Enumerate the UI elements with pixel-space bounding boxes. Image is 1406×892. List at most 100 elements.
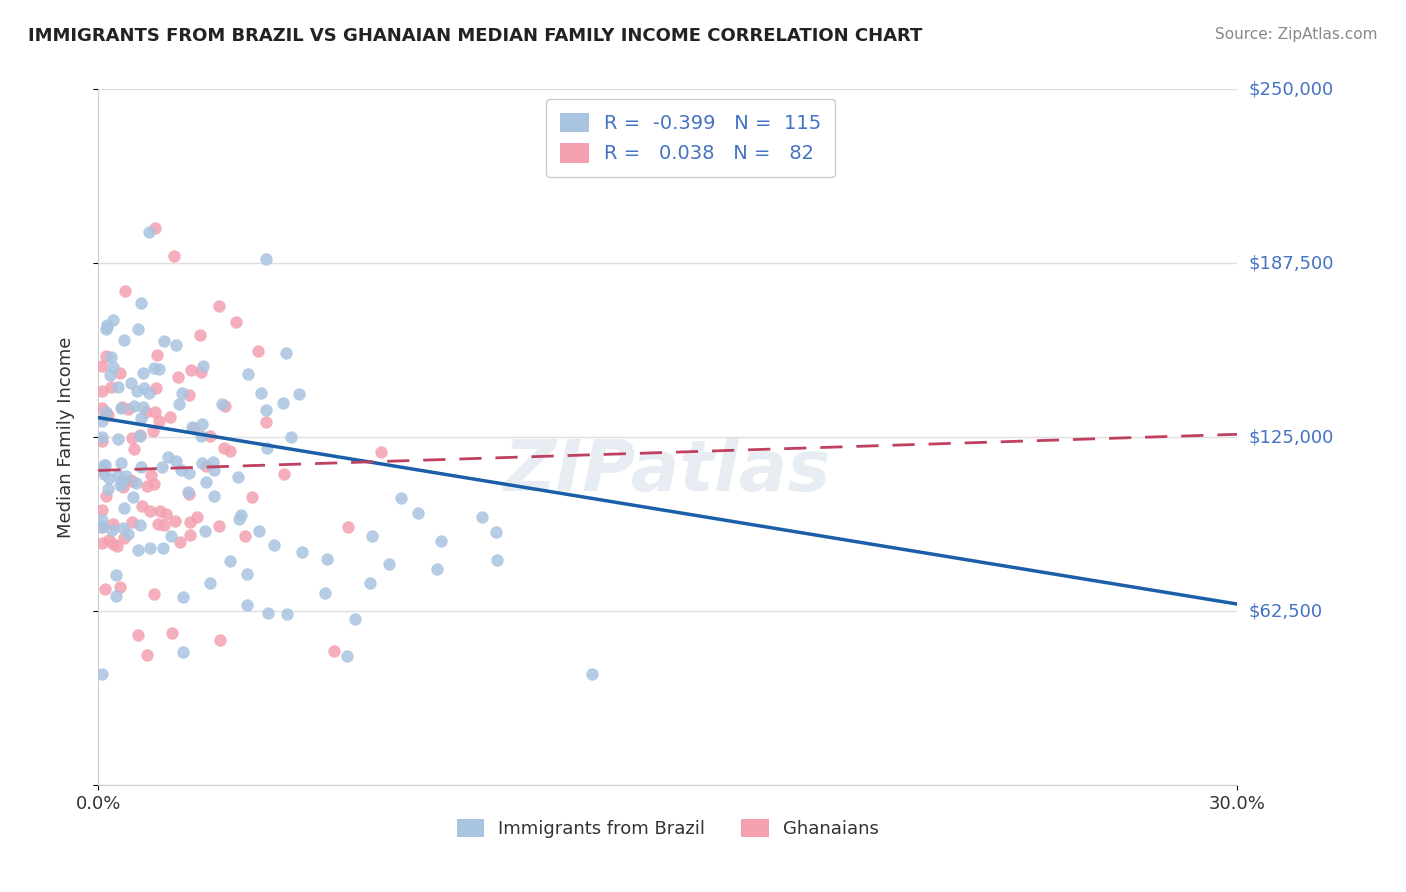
Y-axis label: Median Family Income: Median Family Income <box>56 336 75 538</box>
Point <box>138 225 160 239</box>
Point <box>117 401 139 416</box>
Point <box>136 648 159 663</box>
Text: IMMIGRANTS FROM BRAZIL VS GHANAIAN MEDIAN FAMILY INCOME CORRELATION CHART: IMMIGRANTS FROM BRAZIL VS GHANAIAN MEDIA… <box>28 27 922 45</box>
Point <box>240 491 263 505</box>
Point <box>94 322 117 336</box>
Point <box>132 400 155 414</box>
Point <box>101 517 124 532</box>
Point <box>91 401 114 416</box>
Point <box>177 466 200 480</box>
Point <box>91 520 114 534</box>
Point <box>165 453 187 467</box>
Point <box>177 387 200 401</box>
Point <box>100 351 122 365</box>
Point <box>131 460 153 475</box>
Point <box>122 442 145 457</box>
Point <box>121 475 143 489</box>
Point <box>107 380 129 394</box>
Point <box>121 490 143 504</box>
Point <box>167 370 190 384</box>
Point <box>112 521 135 535</box>
Point <box>236 598 259 612</box>
Text: $62,500: $62,500 <box>1249 602 1323 620</box>
Point <box>202 489 225 503</box>
Point <box>254 252 277 266</box>
Point <box>127 543 149 558</box>
Point <box>98 471 121 485</box>
Point <box>177 487 200 501</box>
Point <box>141 467 163 482</box>
Point <box>183 420 205 434</box>
Point <box>96 350 118 364</box>
Point <box>149 503 172 517</box>
Point <box>170 386 193 401</box>
Point <box>127 322 149 336</box>
Point <box>378 557 401 571</box>
Point <box>112 334 135 348</box>
Point <box>198 429 221 443</box>
Point <box>94 458 117 472</box>
Point <box>336 649 359 664</box>
Point <box>160 529 183 543</box>
Point <box>218 554 240 568</box>
Point <box>254 402 277 417</box>
Point <box>105 539 128 553</box>
Point <box>406 506 429 520</box>
Point <box>191 417 214 431</box>
Text: $250,000: $250,000 <box>1249 80 1334 98</box>
Point <box>108 478 131 492</box>
Point <box>543 137 565 152</box>
Point <box>233 529 256 543</box>
Point <box>128 429 150 443</box>
Point <box>162 626 184 640</box>
Point <box>169 535 191 549</box>
Point <box>135 405 157 419</box>
Point <box>94 405 117 419</box>
Point <box>581 666 603 681</box>
Point <box>263 538 285 552</box>
Point <box>314 585 336 599</box>
Point <box>91 666 114 681</box>
Point <box>134 381 156 395</box>
Point <box>117 526 139 541</box>
Point <box>145 381 167 395</box>
Point <box>146 348 169 362</box>
Point <box>218 444 240 458</box>
Point <box>176 484 198 499</box>
Point <box>94 490 117 504</box>
Point <box>142 586 165 600</box>
Legend: Immigrants from Brazil, Ghanaians: Immigrants from Brazil, Ghanaians <box>450 812 886 846</box>
Point <box>191 456 214 470</box>
Point <box>186 510 208 524</box>
Point <box>91 503 114 517</box>
Point <box>121 431 143 445</box>
Point <box>91 434 114 448</box>
Point <box>179 527 201 541</box>
Point <box>201 455 224 469</box>
Point <box>159 410 181 425</box>
Point <box>143 360 166 375</box>
Point <box>163 249 186 263</box>
Point <box>142 477 165 491</box>
Point <box>155 507 177 521</box>
Point <box>136 479 159 493</box>
Point <box>153 518 176 533</box>
Point <box>228 512 250 526</box>
Point <box>128 427 150 442</box>
Point <box>104 589 127 603</box>
Point <box>139 503 162 517</box>
Point <box>236 566 259 581</box>
Point <box>91 359 114 374</box>
Point <box>165 514 187 528</box>
Point <box>93 458 115 472</box>
Point <box>91 463 114 477</box>
Point <box>226 470 249 484</box>
Point <box>165 338 187 352</box>
Point <box>127 384 149 398</box>
Point <box>100 379 122 393</box>
Point <box>211 397 233 411</box>
Point <box>208 633 231 648</box>
Point <box>194 524 217 539</box>
Point <box>152 541 174 556</box>
Point <box>138 386 160 401</box>
